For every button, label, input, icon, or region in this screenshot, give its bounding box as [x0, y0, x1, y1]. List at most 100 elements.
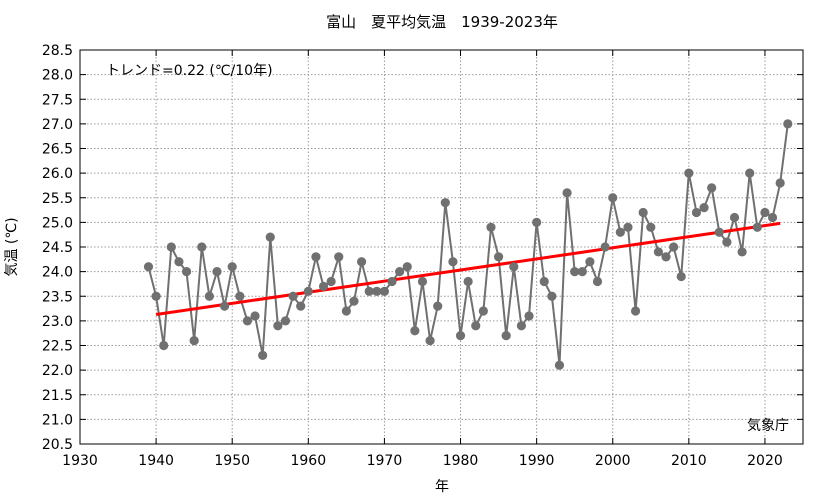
data-point [387, 276, 397, 287]
data-point [440, 198, 450, 208]
x-axis-label: 年 [435, 479, 449, 495]
x-tick-label: 1970 [367, 453, 403, 469]
data-point [296, 301, 306, 311]
data-point [760, 207, 770, 218]
data-point [204, 291, 214, 301]
data-point [608, 193, 618, 203]
data-point [570, 267, 580, 277]
y-tick-label: 24.5 [42, 240, 73, 256]
data-point [379, 286, 390, 296]
data-point [425, 335, 435, 346]
data-point [592, 276, 603, 287]
y-tick-label: 23.0 [42, 314, 73, 330]
data-point [265, 232, 275, 242]
y-tick-label: 28.5 [42, 43, 73, 59]
data-point [220, 301, 230, 311]
x-tick-label: 2000 [595, 453, 631, 469]
data-point [600, 242, 610, 252]
data-point [227, 262, 237, 272]
data-point [729, 212, 740, 223]
y-tick-label: 26.0 [42, 166, 73, 182]
data-point [577, 267, 587, 277]
x-tick-label: 1950 [214, 453, 250, 469]
data-point [478, 306, 488, 316]
data-point [280, 316, 291, 326]
data-point [638, 207, 648, 218]
data-point [212, 267, 222, 277]
x-axis: 1930 1940 1950 1960 1970 1980 1990 2000 2010 2020 [62, 50, 783, 469]
data-point [562, 188, 572, 198]
temperature-line [147, 123, 789, 366]
x-tick-label: 1940 [138, 453, 174, 469]
y-axis-label: 気温 (℃) [4, 217, 20, 276]
data-point [516, 321, 527, 331]
x-tick-label: 1980 [443, 453, 479, 469]
data-point [471, 321, 481, 331]
data-point [356, 257, 367, 267]
x-tick-label: 1960 [290, 453, 326, 469]
data-point [311, 252, 321, 262]
data-point [707, 183, 717, 193]
data-point [242, 316, 253, 326]
data-point [676, 271, 686, 282]
data-point [653, 247, 664, 257]
data-point [151, 291, 161, 301]
data-point [318, 281, 329, 291]
data-point [722, 237, 732, 247]
data-point [349, 296, 359, 306]
data-point [684, 168, 694, 178]
y-tick-label: 25.5 [42, 191, 73, 207]
data-point [501, 331, 511, 341]
data-point [395, 267, 405, 277]
y-tick-label: 22.5 [42, 339, 73, 355]
data-point [417, 276, 428, 287]
data-point [783, 119, 793, 129]
data-point [737, 247, 747, 257]
data-point [455, 331, 466, 341]
data-point [174, 257, 184, 267]
data-point [189, 335, 199, 346]
data-point [166, 242, 176, 252]
y-tick-label: 26.5 [42, 142, 73, 158]
y-tick-label: 23.5 [42, 289, 73, 305]
credit-label: 気象庁 [747, 418, 789, 434]
data-point [615, 227, 625, 237]
trend-label: トレンド=0.22 (℃/10年) [106, 63, 273, 79]
data-point [235, 291, 245, 301]
y-tick-label: 27.5 [42, 92, 73, 108]
y-tick-label: 20.5 [42, 437, 73, 453]
chart-title: 富山 夏平均気温 1939-2023年 [326, 13, 558, 31]
data-point [181, 267, 192, 277]
data-point [509, 262, 519, 272]
data-point [326, 276, 336, 287]
data-point [197, 242, 207, 252]
data-point [493, 252, 504, 262]
y-tick-label: 24.0 [42, 265, 73, 281]
data-point [402, 262, 412, 272]
data-point [448, 257, 458, 267]
data-point [745, 168, 755, 178]
grid [80, 50, 803, 444]
data-point [532, 217, 542, 227]
data-point [524, 311, 534, 321]
data-point [630, 306, 641, 316]
data-point [767, 212, 778, 223]
data-point [258, 350, 268, 360]
data-point [273, 321, 283, 331]
data-point [547, 291, 557, 301]
data-point [143, 262, 154, 272]
data-point [250, 311, 260, 321]
data-point [714, 227, 724, 237]
data-point [661, 252, 671, 262]
data-point [669, 242, 679, 252]
data-point [463, 276, 473, 287]
data-point [433, 301, 443, 311]
y-tick-label: 21.5 [42, 388, 73, 404]
data-point [159, 340, 169, 351]
data-point [775, 178, 785, 188]
data-point [554, 360, 565, 370]
x-tick-label: 1990 [519, 453, 555, 469]
data-point [623, 222, 633, 232]
y-tick-label: 21.0 [42, 412, 73, 428]
